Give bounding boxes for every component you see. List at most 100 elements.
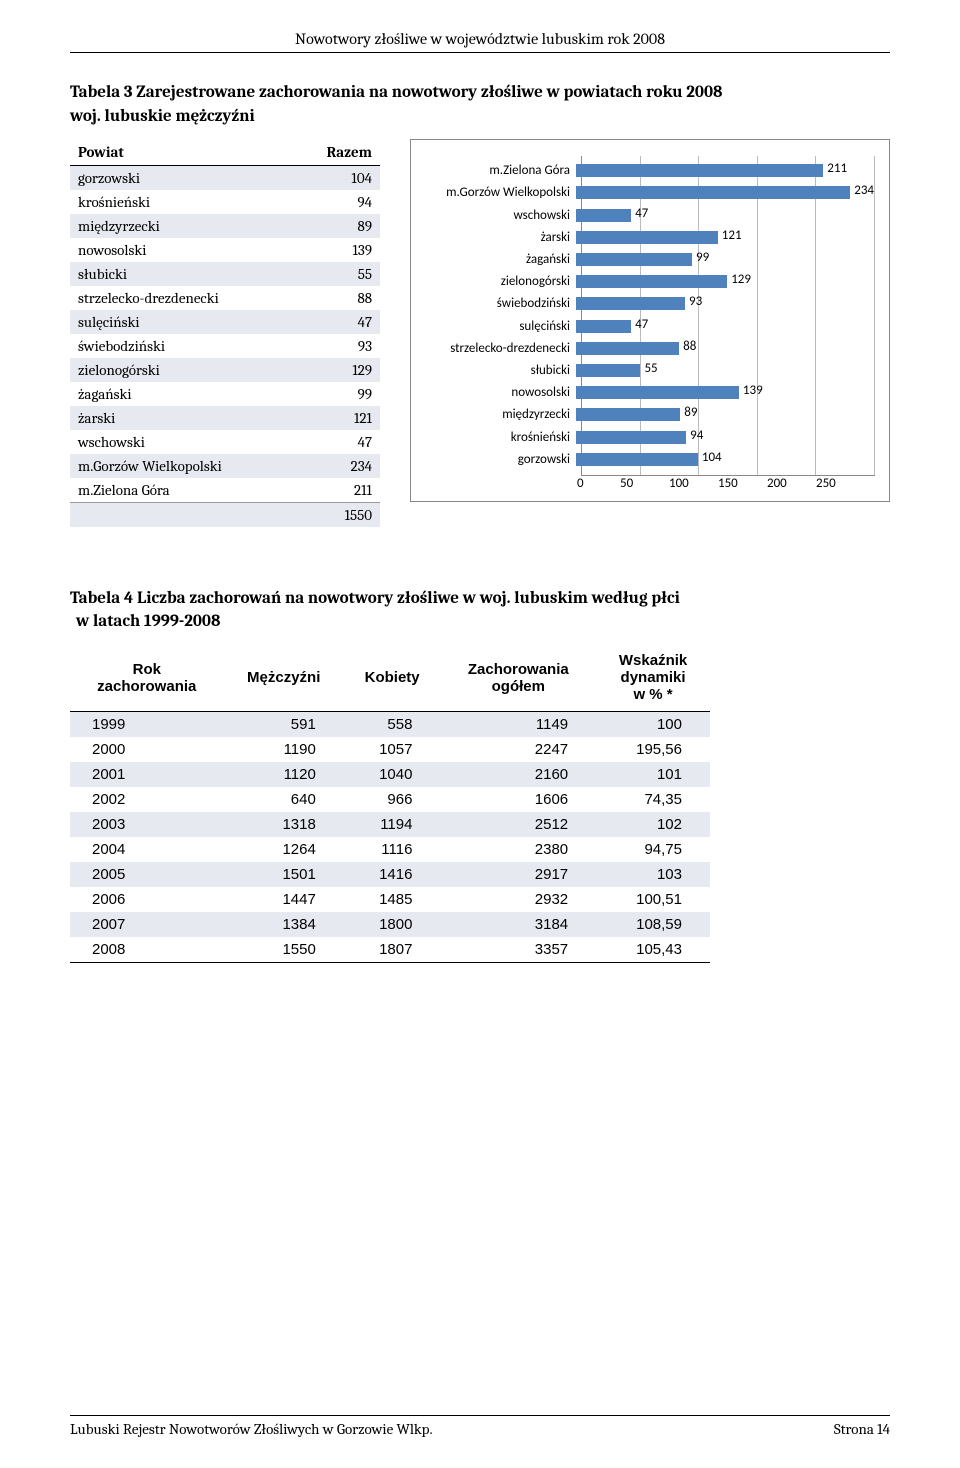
- chart-bar: 94: [576, 431, 686, 444]
- table4-col-w: Wskaźnik dynamiki w % *: [596, 644, 710, 712]
- chart-bar: 234: [576, 186, 850, 199]
- table4-cell: 3184: [440, 912, 596, 937]
- chart-value: 88: [679, 339, 696, 354]
- table3-val: 99: [294, 382, 380, 406]
- table4-cell: 1318: [224, 812, 344, 837]
- table3-name: międzyrzecki: [70, 214, 294, 238]
- chart-value: 47: [631, 317, 648, 332]
- table4-title: Tabela 4 Liczba zachorowań na nowotwory …: [70, 587, 890, 635]
- table4-cell: 1384: [224, 912, 344, 937]
- chart-row: m.Zielona Góra211: [582, 160, 875, 182]
- table3-val: 94: [294, 190, 380, 214]
- table4-cell: 591: [224, 712, 344, 738]
- table-row: 2002640966160674,35: [70, 787, 710, 812]
- chart-row: sulęciński47: [582, 315, 875, 337]
- table3-title-l1: Tabela 3 Zarejestrowane zachorowania na …: [70, 83, 723, 102]
- table4-cell: 2000: [70, 737, 224, 762]
- chart-value: 121: [718, 228, 742, 243]
- table4-cell: 94,75: [596, 837, 710, 862]
- table3-name: wschowski: [70, 430, 294, 454]
- chart-value: 47: [631, 206, 648, 221]
- chart-label: nowosolski: [426, 385, 576, 400]
- table3-val: 121: [294, 406, 380, 430]
- table-row: m.Gorzów Wielkopolski234: [70, 454, 380, 478]
- table-row: świebodziński93: [70, 334, 380, 358]
- table4-col-z: Zachorowania ogółem: [440, 644, 596, 712]
- table4-cell: 2247: [440, 737, 596, 762]
- table4-cell: 2003: [70, 812, 224, 837]
- table3-name: żarski: [70, 406, 294, 430]
- chart-xtick: 250: [816, 476, 865, 491]
- table3-val: 211: [294, 478, 380, 503]
- chart-row: żagański99: [582, 249, 875, 271]
- table4-cell: 2002: [70, 787, 224, 812]
- table-row: żarski121: [70, 406, 380, 430]
- table4-cell: 1447: [224, 887, 344, 912]
- table4-cell: 1550: [224, 937, 344, 963]
- chart-label: krośnieński: [426, 430, 576, 445]
- table4-col-m: Mężczyźni: [224, 644, 344, 712]
- table-row: 2000119010572247195,56: [70, 737, 710, 762]
- table-row: międzyrzecki89: [70, 214, 380, 238]
- chart-label: żarski: [426, 230, 576, 245]
- table3-val: 47: [294, 310, 380, 334]
- table4: Rok zachorowania Mężczyźni Kobiety Zacho…: [70, 644, 710, 963]
- table3-name: świebodziński: [70, 334, 294, 358]
- table-row: gorzowski104: [70, 165, 380, 190]
- t4-rok-l1: Rok: [133, 661, 161, 678]
- table4-cell: 1116: [344, 837, 441, 862]
- table3-name: żagański: [70, 382, 294, 406]
- table4-cell: 2160: [440, 762, 596, 787]
- t4-w-l1: Wskaźnik: [619, 652, 687, 669]
- chart-xtick: 150: [718, 476, 767, 491]
- footer-left: Lubuski Rejestr Nowotworów Złośliwych w …: [70, 1420, 433, 1438]
- table3-name: nowosolski: [70, 238, 294, 262]
- table3-val: 93: [294, 334, 380, 358]
- chart-xtick: 100: [669, 476, 718, 491]
- table4-cell: 2932: [440, 887, 596, 912]
- chart-label: wschowski: [426, 208, 576, 223]
- table4-cell: 2004: [70, 837, 224, 862]
- chart-value: 211: [823, 161, 847, 176]
- table4-cell: 2007: [70, 912, 224, 937]
- chart-xtick: 200: [767, 476, 816, 491]
- table4-cell: 103: [596, 862, 710, 887]
- chart-label: m.Zielona Góra: [426, 163, 576, 178]
- table3-col-razem: Razem: [294, 139, 380, 166]
- table4-cell: 1485: [344, 887, 441, 912]
- table4-cell: 101: [596, 762, 710, 787]
- table4-cell: 105,43: [596, 937, 710, 963]
- chart-row: m.Gorzów Wielkopolski234: [582, 182, 875, 204]
- table3-val: 55: [294, 262, 380, 286]
- chart-bar: 55: [576, 364, 640, 377]
- t4-w-l2: dynamiki: [621, 669, 686, 686]
- table4-cell: 2001: [70, 762, 224, 787]
- chart-bar: 139: [576, 386, 739, 399]
- chart-value: 55: [640, 361, 657, 376]
- table3: Powiat Razem gorzowski104krośnieński94mi…: [70, 139, 380, 527]
- table-row: sulęciński47: [70, 310, 380, 334]
- table3-name: sulęciński: [70, 310, 294, 334]
- table3-val: 129: [294, 358, 380, 382]
- table4-col-rok: Rok zachorowania: [70, 644, 224, 712]
- table-row: zielonogórski129: [70, 358, 380, 382]
- table4-col-k: Kobiety: [344, 644, 441, 712]
- table3-title: Tabela 3 Zarejestrowane zachorowania na …: [70, 81, 890, 129]
- chart-row: nowosolski139: [582, 382, 875, 404]
- table3-col-powiat: Powiat: [70, 139, 294, 166]
- table4-cell: 1057: [344, 737, 441, 762]
- table-row: m.Zielona Góra211: [70, 478, 380, 503]
- table-row: nowosolski139: [70, 238, 380, 262]
- chart-row: strzelecko-drezdenecki88: [582, 337, 875, 359]
- chart-xtick: 0: [577, 476, 626, 491]
- chart-bar: 89: [576, 408, 680, 421]
- table3-name: krośnieński: [70, 190, 294, 214]
- chart-label: m.Gorzów Wielkopolski: [426, 185, 576, 200]
- table3-total: 1550: [294, 502, 380, 527]
- chart-value: 99: [692, 250, 709, 265]
- table3-name: słubicki: [70, 262, 294, 286]
- table4-cell: 2008: [70, 937, 224, 963]
- table4-cell: 2380: [440, 837, 596, 862]
- table4-cell: 2005: [70, 862, 224, 887]
- table4-cell: 108,59: [596, 912, 710, 937]
